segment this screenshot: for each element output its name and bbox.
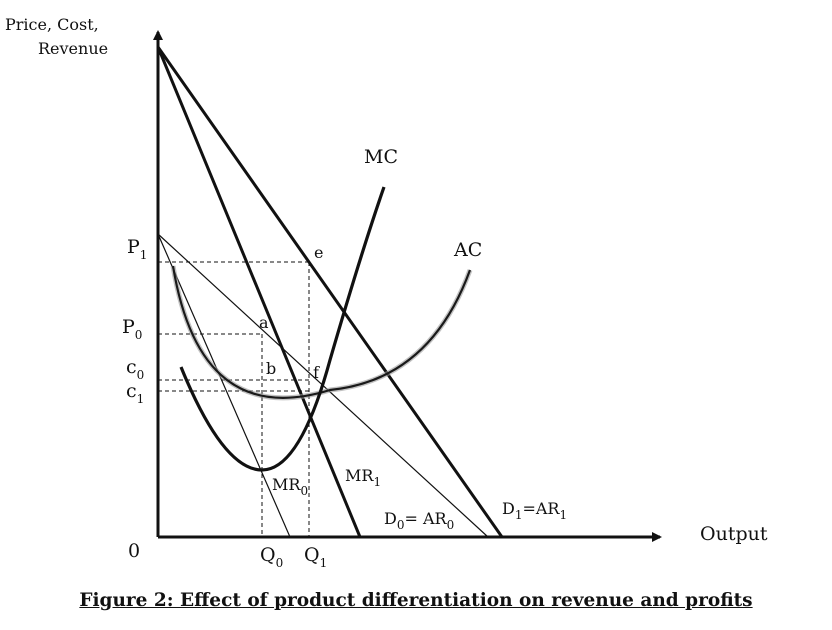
x-axis-title: Output [700,523,768,545]
marginal-revenue-0-line [157,233,291,538]
average-cost-curve [171,265,472,399]
ac-label: AC [453,239,482,261]
point-a-label: a [259,313,269,332]
point-f-label: f [313,363,320,382]
mr0-label: MR0 [272,475,308,498]
marginal-revenue-1-line [156,46,362,538]
figure-caption: Figure 2: Effect of product differentiat… [79,590,753,611]
average-cost-curve-halo [170,265,473,401]
demand-1-line [156,46,504,538]
c0-label: c0 [126,356,144,382]
diagram-canvas: MC AC MR0 MR1 D0= AR0 D1=AR1 Price, Cost… [5,15,768,570]
mr1-label: MR1 [345,466,381,489]
d0-ar0-label: D0= AR0 [384,509,454,532]
origin-label: 0 [128,540,140,562]
q0-label: Q0 [260,544,283,570]
p0-label: P0 [122,316,142,342]
p1-label: P1 [127,236,147,262]
y-axis-title-line1: Price, Cost, [5,15,99,34]
q1-label: Q1 [304,544,327,570]
d1-ar1-label: D1=AR1 [502,499,567,522]
c1-label: c1 [126,380,144,406]
mc-label: MC [364,146,398,168]
point-e-label: e [314,243,323,262]
y-axis-title-line2: Revenue [38,39,108,58]
point-b-label: b [266,359,276,378]
marginal-cost-curve [179,186,386,472]
